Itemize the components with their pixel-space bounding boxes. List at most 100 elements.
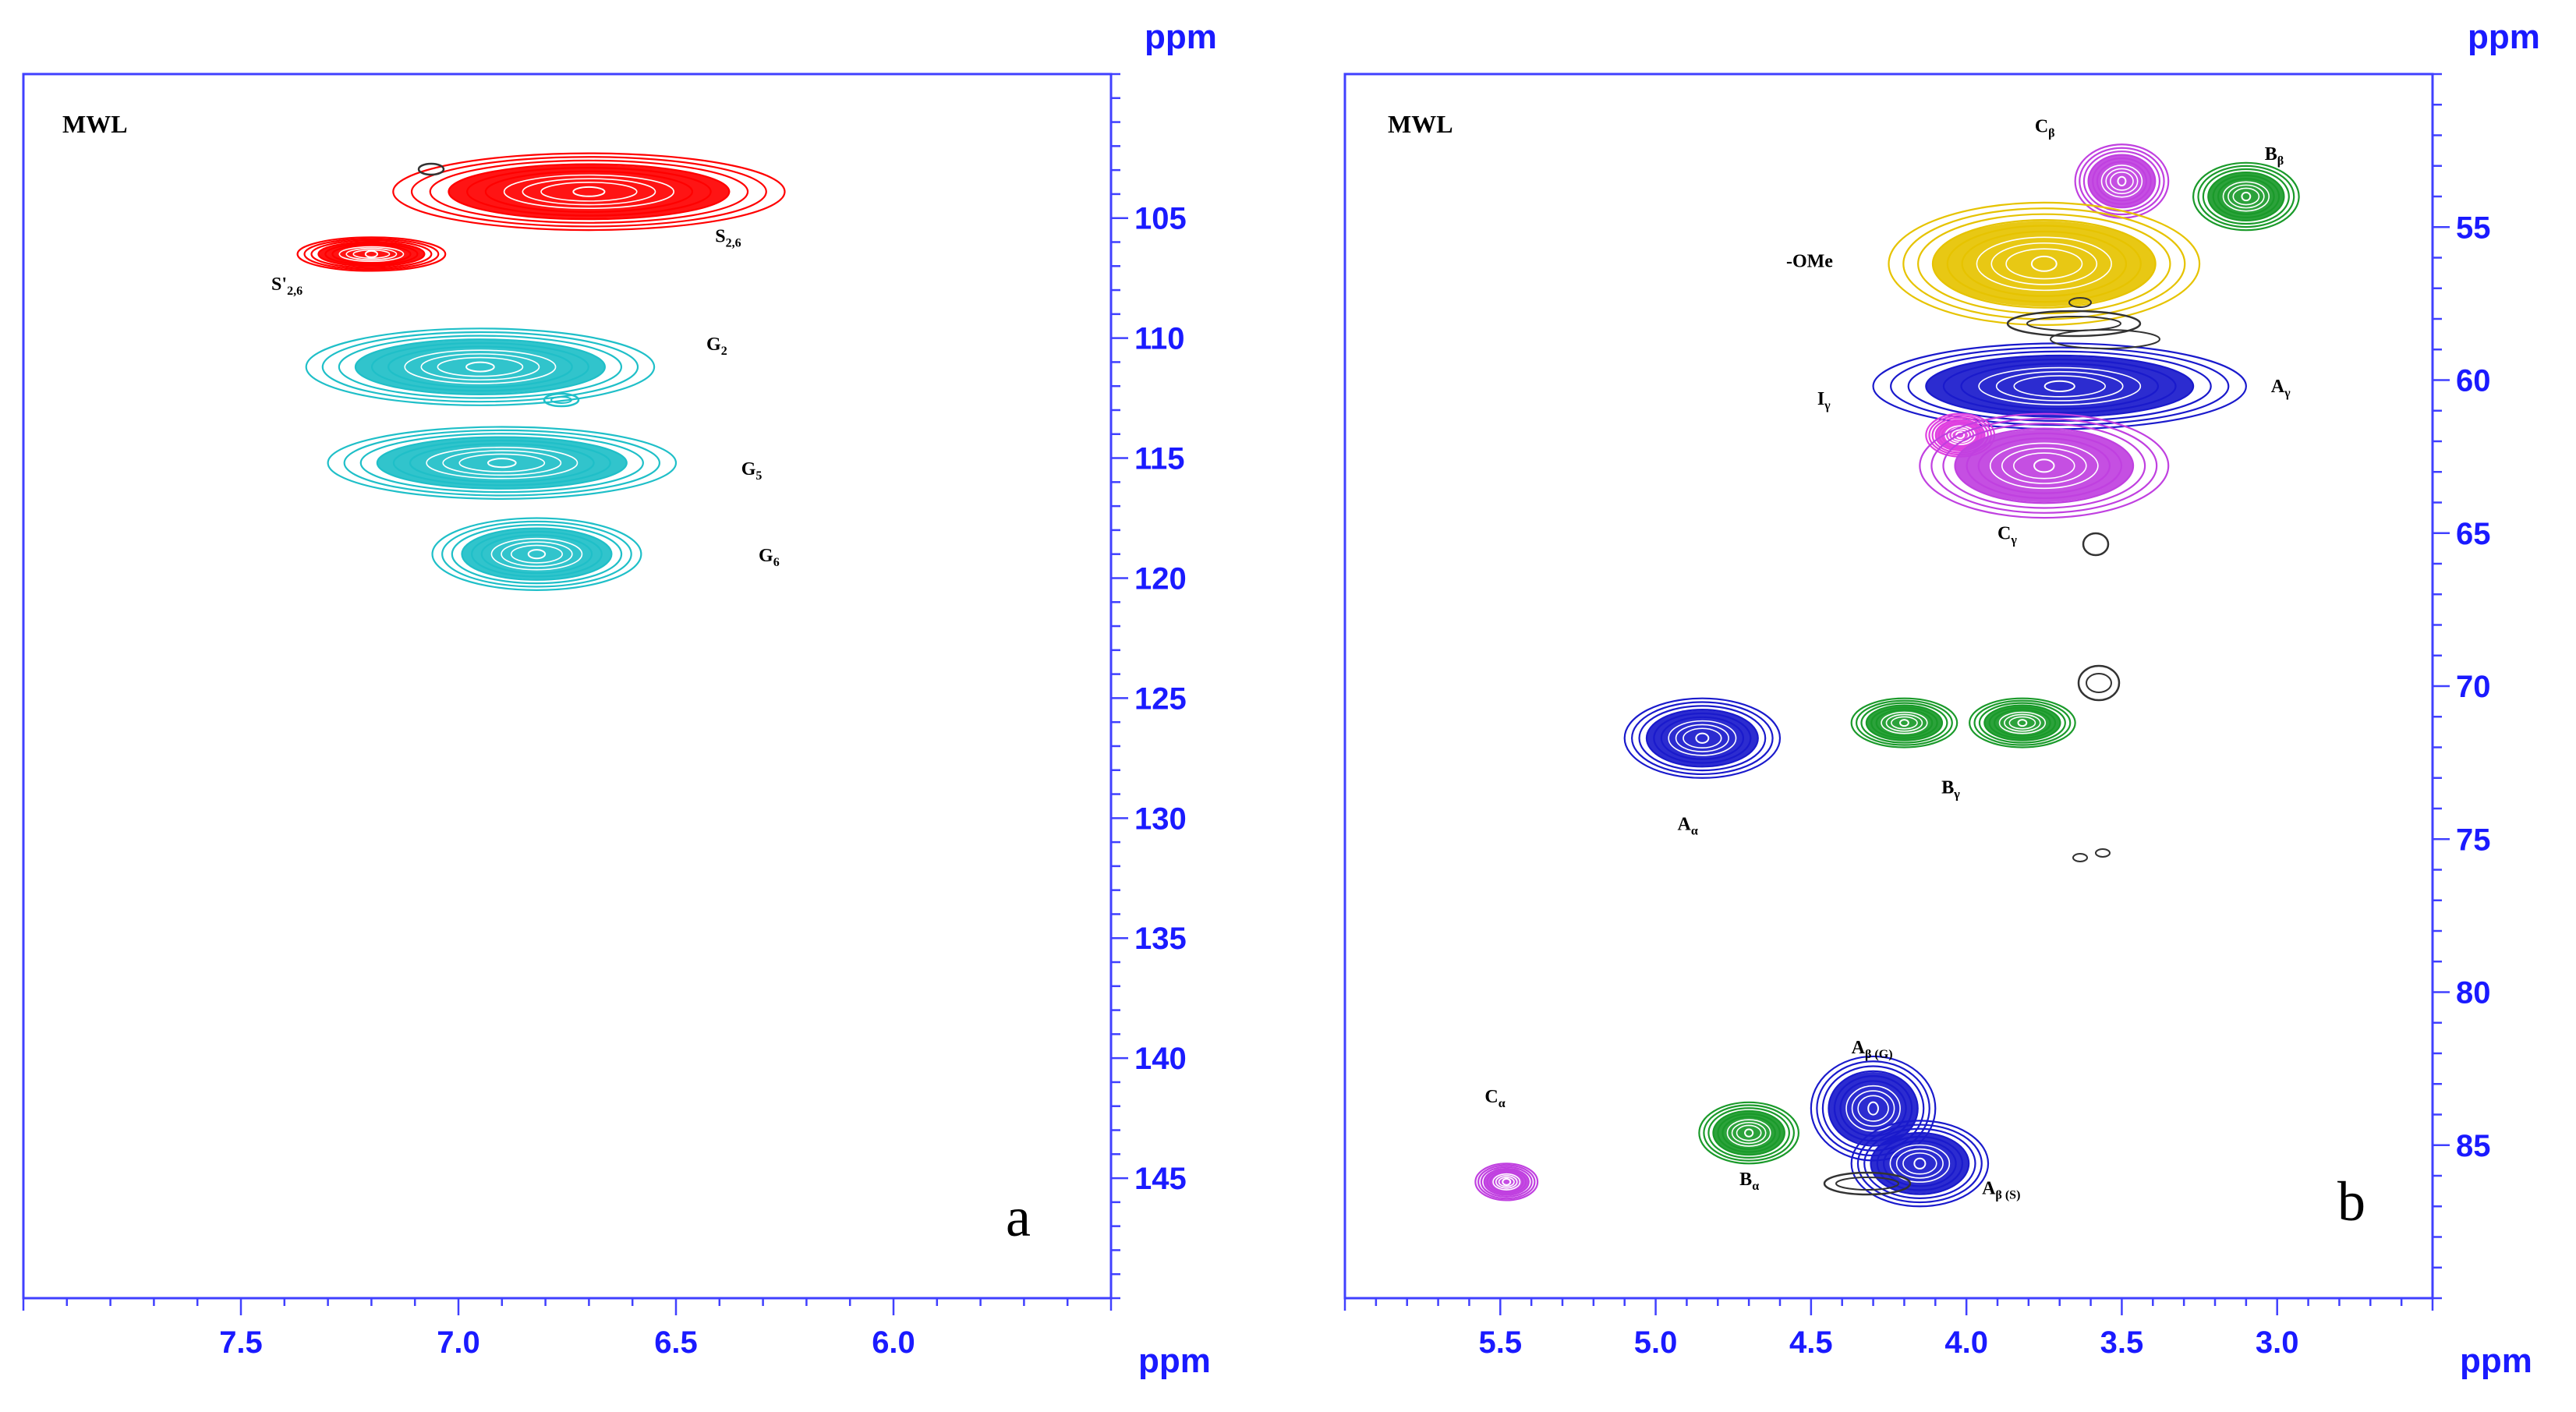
contour-line	[2232, 187, 2260, 206]
contour-line	[2100, 165, 2143, 198]
minor-signal	[2095, 848, 2111, 858]
contour-line	[1631, 701, 1774, 776]
peak-label-main: C	[1484, 1087, 1498, 1107]
peak-label-main: S	[715, 226, 725, 246]
peak-center	[1899, 719, 1909, 727]
peak-label: Cγ	[1997, 524, 2017, 547]
peak-label: Cα	[1484, 1087, 1505, 1110]
peak-label-main: A	[1852, 1038, 1866, 1058]
peak-label: G2	[706, 334, 727, 358]
contour-line	[376, 436, 628, 490]
contour-line	[1486, 1170, 1527, 1194]
contour-line	[1668, 720, 1737, 756]
contour-line	[370, 341, 589, 392]
contour-line	[1990, 242, 2098, 285]
panel-b-x-axis: 5.5 5.0 4.5 4.0 3.5 3.0	[1343, 1298, 2434, 1360]
contour-line	[1870, 1131, 1970, 1195]
contour-line	[1498, 1177, 1515, 1187]
contour-line	[490, 537, 583, 571]
peak-core	[448, 165, 731, 219]
contour-line	[1474, 1163, 1539, 1201]
peak-label: Aβ (G)	[1852, 1038, 1893, 1061]
panel-a-minor-signals	[417, 162, 580, 408]
x-tick-label: 6.5	[654, 1325, 698, 1360]
peak-center	[465, 361, 495, 373]
peak-a-	[1872, 342, 2247, 430]
peak-core	[1828, 1071, 1918, 1145]
y-tick-label: 60	[2456, 364, 2491, 398]
contour-line	[501, 541, 573, 568]
peak-center	[2017, 719, 2028, 727]
contour-line	[1857, 1095, 1889, 1122]
contour-line	[437, 356, 524, 377]
contour-line	[1717, 1113, 1781, 1153]
peak-core	[1932, 221, 2157, 307]
minor-signal	[2082, 532, 2110, 557]
contour-line	[2217, 178, 2275, 215]
peak-label-sub: α	[1499, 1097, 1506, 1110]
contour-line	[1623, 697, 1782, 779]
peak-label-main: C	[1997, 524, 2011, 544]
peak-label-main: B	[2265, 144, 2277, 165]
contour-line	[2079, 147, 2165, 216]
contour-line	[1495, 1175, 1518, 1189]
panel-a-y-axis: 105 110 115 120 125 130 135 140 145	[1111, 73, 1187, 1300]
contour-line	[420, 353, 540, 381]
peak-c-	[1919, 412, 2170, 519]
peak-core	[1870, 1133, 1969, 1194]
contour-line	[1865, 704, 1944, 741]
peak-center	[1955, 431, 1966, 440]
contour-line	[1698, 1101, 1800, 1165]
contour-line	[1675, 724, 1729, 752]
panel-a-y-unit: ppm	[1145, 18, 1217, 56]
contour-line	[2110, 172, 2134, 191]
peak-center	[527, 549, 547, 560]
contour-line	[409, 443, 595, 483]
y-tick-label: 80	[2456, 976, 2491, 1010]
y-tick-label: 135	[1134, 922, 1187, 956]
contour-line	[305, 327, 656, 406]
x-tick-label: 5.0	[1634, 1325, 1678, 1360]
contour-line	[1888, 201, 2201, 326]
contour-line	[1960, 363, 2160, 410]
contour-line	[1998, 711, 2047, 734]
peak-label: G5	[741, 459, 763, 483]
peak-label-sub: β	[2048, 127, 2054, 140]
peak-label-sub: β	[2277, 154, 2284, 168]
contour-line	[1855, 699, 1953, 746]
y-tick-label: 130	[1134, 802, 1187, 836]
contour-line	[1850, 697, 1959, 748]
minor-signal	[2086, 673, 2112, 693]
contour-line	[1988, 706, 2057, 739]
panel-b-letter: b	[2337, 1170, 2365, 1233]
y-tick-label: 115	[1134, 442, 1185, 476]
contour-line	[404, 349, 557, 384]
peak-label: Cβ	[2035, 117, 2055, 140]
y-tick-label: 125	[1134, 681, 1187, 716]
contour-line	[1833, 1075, 1913, 1142]
contour-line	[1477, 1164, 1536, 1200]
contour-line	[451, 524, 623, 585]
contour-line	[1942, 359, 2177, 414]
minor-signal	[2026, 316, 2121, 331]
peak-a-s-	[1850, 1120, 1990, 1208]
contour-line	[338, 246, 405, 263]
contour-line	[343, 429, 661, 497]
contour-line	[1703, 1104, 1795, 1162]
contour-line	[1881, 711, 1928, 734]
contour-line	[429, 159, 749, 224]
peak-s-2-6	[296, 236, 447, 272]
peak-label-sub: 5	[755, 469, 762, 483]
contour-line	[2227, 184, 2265, 209]
contour-line	[461, 527, 613, 581]
y-tick-label: 140	[1134, 1042, 1187, 1076]
contour-line	[1889, 1144, 1951, 1183]
contour-line	[1954, 427, 2135, 504]
contour-line	[1736, 1124, 1762, 1141]
peak-b-	[1969, 697, 2076, 748]
panel-b-y-unit: ppm	[2468, 18, 2540, 56]
contour-line	[2192, 161, 2300, 232]
contour-line	[480, 534, 593, 575]
minor-signal	[2068, 297, 2092, 308]
